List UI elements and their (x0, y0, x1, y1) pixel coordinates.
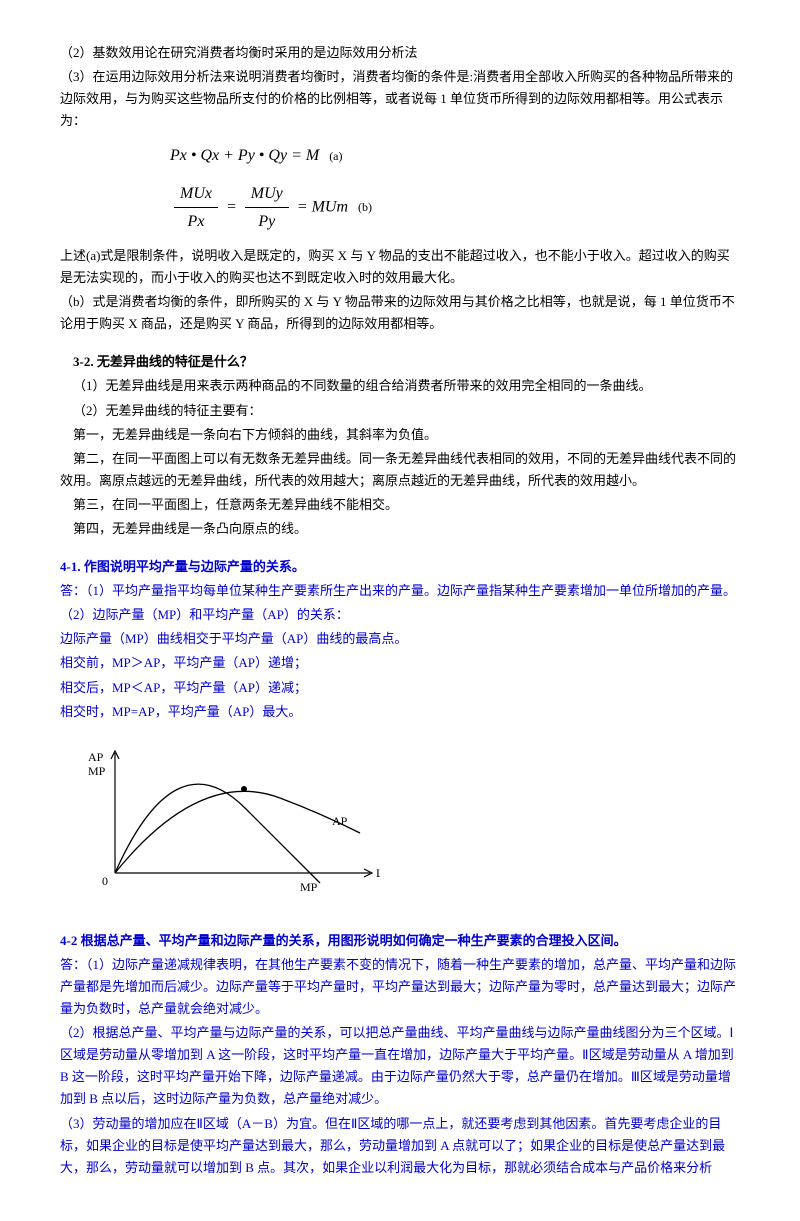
formula-b-label: (b) (358, 200, 372, 214)
q41-f: 相交时，MP=AP，平均产量（AP）最大。 (60, 701, 740, 723)
svg-text:MP: MP (88, 764, 106, 778)
formula-a-label: (a) (329, 149, 342, 163)
svg-text:AP: AP (88, 750, 104, 764)
q32-b: （2）无差异曲线的特征主要有： (60, 400, 740, 422)
frac-left-num: MUx (174, 180, 218, 208)
q32-title: 3-2. 无差异曲线的特征是什么？ (60, 351, 740, 373)
frac-mid: MUy Py (245, 180, 289, 235)
q32-c: 第一，无差异曲线是一条向右下方倾斜的曲线，其斜率为负值。 (60, 424, 740, 446)
q32-f: 第四，无差异曲线是一条凸向原点的线。 (60, 518, 740, 540)
para-a-explain: 上述(a)式是限制条件，说明收入是既定的，购买 X 与 Y 物品的支出不能超过收… (60, 245, 740, 289)
q41-c: 边际产量（MP）曲线相交于平均产量（AP）曲线的最高点。 (60, 628, 740, 650)
para-b-explain: （b）式是消费者均衡的条件，即所购买的 X 与 Y 物品带来的边际效用与其价格之… (60, 291, 740, 335)
frac-mid-den: Py (245, 208, 289, 235)
chart-svg: APMP0LAPMP (80, 743, 380, 903)
q41-d: 相交前，MP＞AP，平均产量（AP）递增； (60, 652, 740, 674)
formula-b: MUx Px = MUy Py = MUm (b) (170, 180, 740, 235)
ap-mp-chart: APMP0LAPMP (80, 743, 740, 910)
q41-b: （2）边际产量（MP）和平均产量（AP）的关系： (60, 604, 740, 626)
q42-title: 4-2 根据总产量、平均产量和边际产量的关系，用图形说明如何确定一种生产要素的合… (60, 930, 740, 952)
q41-e: 相交后，MP＜AP，平均产量（AP）递减； (60, 677, 740, 699)
svg-text:L: L (376, 866, 380, 880)
svg-text:AP: AP (332, 814, 348, 828)
para-2: （2）基数效用论在研究消费者均衡时采用的是边际效用分析法 (60, 42, 740, 64)
q42-c: （3）劳动量的增加应在Ⅱ区域（A－B）为宜。但在Ⅱ区域的哪一点上，就还要考虑到其… (60, 1113, 740, 1179)
q41-a: 答：（1）平均产量指平均每单位某种生产要素所生产出来的产量。边际产量指某种生产要… (60, 580, 740, 602)
formula-b-right: MUm (312, 198, 348, 215)
frac-left-den: Px (174, 208, 218, 235)
q41-title: 4-1. 作图说明平均产量与边际产量的关系。 (60, 556, 740, 578)
para-3: （3）在运用边际效用分析法来说明消费者均衡时，消费者均衡的条件是:消费者用全部收… (60, 66, 740, 132)
q32-a: （1）无差异曲线是用来表示两种商品的不同数量的组合给消费者所带来的效用完全相同的… (60, 375, 740, 397)
frac-mid-num: MUy (245, 180, 289, 208)
q32-d: 第二，在同一平面图上可以有无数条无差异曲线。同一条无差异曲线代表相同的效用，不同… (60, 448, 740, 492)
q42-b: （2）根据总产量、平均产量与边际产量的关系，可以把总产量曲线、平均产量曲线与边际… (60, 1022, 740, 1110)
svg-text:MP: MP (300, 880, 318, 894)
frac-left: MUx Px (174, 180, 218, 235)
q32-e: 第三，在同一平面图上，任意两条无差异曲线不能相交。 (60, 494, 740, 516)
formula-a-text: Px • Qx + Py • Qy = M (170, 147, 319, 164)
formula-a: Px • Qx + Py • Qy = M (a) (170, 142, 740, 169)
q42-a: 答：（1）边际产量递减规律表明，在其他生产要素不变的情况下，随着一种生产要素的增… (60, 954, 740, 1020)
svg-text:0: 0 (102, 874, 108, 888)
